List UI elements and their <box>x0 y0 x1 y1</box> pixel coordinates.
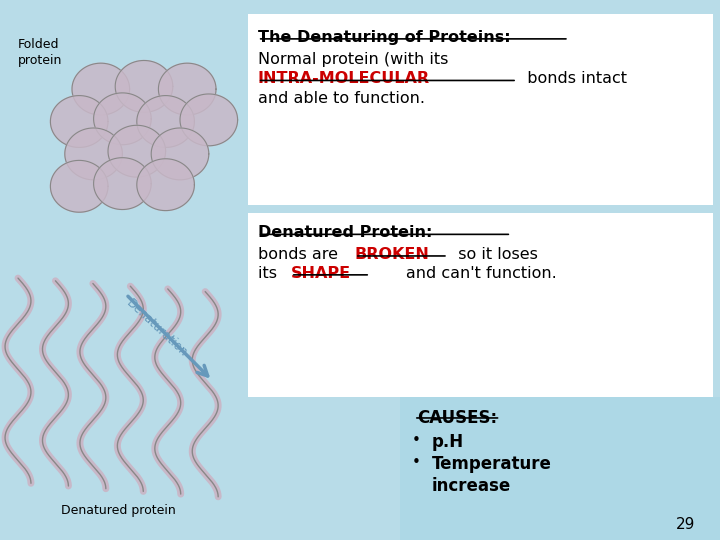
Text: Denaturation: Denaturation <box>124 297 190 360</box>
Polygon shape <box>137 96 194 147</box>
Text: INTRA-MOLECULAR: INTRA-MOLECULAR <box>258 71 430 86</box>
Text: p.H: p.H <box>432 433 464 451</box>
Text: SHAPE: SHAPE <box>291 266 351 281</box>
Text: Denatured protein: Denatured protein <box>61 504 176 517</box>
Polygon shape <box>108 125 166 177</box>
Text: bonds intact: bonds intact <box>517 71 627 86</box>
Polygon shape <box>50 96 108 147</box>
Text: increase: increase <box>432 477 511 495</box>
Polygon shape <box>50 160 108 212</box>
Text: The Denaturing of Proteins:: The Denaturing of Proteins: <box>258 30 510 45</box>
Text: •: • <box>412 455 420 470</box>
Polygon shape <box>115 60 173 112</box>
Text: protein: protein <box>18 54 63 67</box>
Polygon shape <box>137 159 194 211</box>
Text: Folded: Folded <box>18 38 60 51</box>
Polygon shape <box>72 63 130 115</box>
FancyBboxPatch shape <box>248 14 713 205</box>
Text: 29: 29 <box>675 517 695 532</box>
Polygon shape <box>94 93 151 145</box>
Text: •: • <box>412 433 420 448</box>
Text: Denatured Protein:: Denatured Protein: <box>258 225 432 240</box>
Text: Temperature: Temperature <box>432 455 552 472</box>
Text: BROKEN: BROKEN <box>355 247 430 262</box>
FancyBboxPatch shape <box>400 397 720 540</box>
Text: and can't function.: and can't function. <box>370 266 557 281</box>
Polygon shape <box>65 128 122 180</box>
FancyBboxPatch shape <box>248 213 713 397</box>
Text: and able to function.: and able to function. <box>258 91 425 106</box>
Text: bonds are: bonds are <box>258 247 343 262</box>
Text: Normal protein (with its: Normal protein (with its <box>258 52 448 68</box>
Text: CAUSES:: CAUSES: <box>417 409 498 427</box>
Polygon shape <box>94 158 151 210</box>
Text: so it loses: so it loses <box>448 247 538 262</box>
Polygon shape <box>158 63 216 115</box>
Text: its: its <box>258 266 287 281</box>
Polygon shape <box>151 128 209 180</box>
Polygon shape <box>180 94 238 146</box>
